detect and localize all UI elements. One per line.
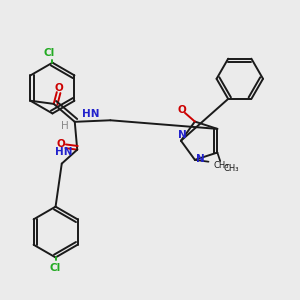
Text: N: N	[196, 154, 205, 164]
Text: CH₃: CH₃	[224, 164, 239, 172]
Text: HN: HN	[55, 147, 72, 157]
Text: O: O	[55, 83, 64, 93]
Text: HN: HN	[82, 109, 100, 119]
Text: Cl: Cl	[50, 263, 61, 273]
Text: O: O	[57, 139, 65, 149]
Text: N: N	[178, 130, 187, 140]
Text: CH₃: CH₃	[213, 161, 229, 170]
Text: H: H	[61, 121, 69, 130]
Text: Cl: Cl	[44, 48, 55, 59]
Text: O: O	[178, 105, 186, 115]
